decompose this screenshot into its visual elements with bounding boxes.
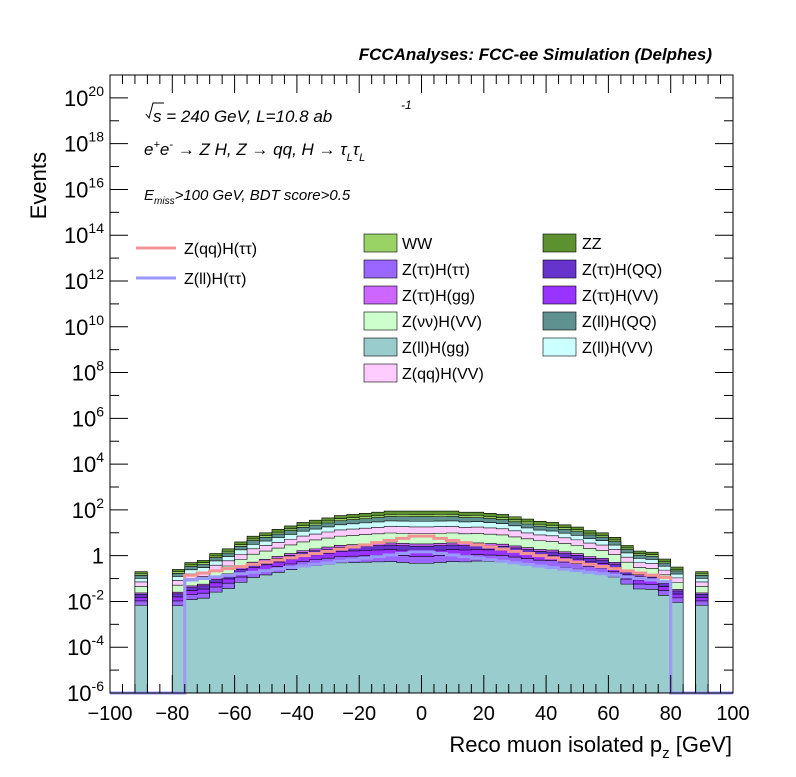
- legend-label: ZZ: [582, 236, 602, 253]
- chart-header: FCCAnalyses: FCC-ee Simulation (Delphes): [359, 45, 713, 64]
- legend-swatch: [363, 233, 398, 253]
- annotation-energy: s = 240 GeV, L=10.8 ab -1: [145, 98, 412, 126]
- x-axis-title: Reco muon isolated pz [GeV]: [449, 732, 732, 762]
- y-tick-label: 10-4: [67, 632, 104, 660]
- x-tick-label: −60: [218, 703, 252, 725]
- legend-label: Z(ll)H(ττ): [184, 271, 246, 288]
- legend-label: Z(ττ)H(ττ): [402, 262, 470, 279]
- x-tick-label: 20: [473, 703, 495, 725]
- y-axis-title: Events: [26, 152, 51, 219]
- legend-label: Z(ττ)H(QQ): [582, 262, 662, 279]
- y-tick-label: 1016: [64, 174, 104, 202]
- legend-swatch: [363, 363, 398, 383]
- stacked-histogram: [110, 510, 733, 694]
- x-tick-label: 60: [597, 703, 619, 725]
- legend-swatch: [542, 259, 577, 279]
- legend-label: Z(νν)H(VV): [402, 314, 482, 331]
- legend-label: WW: [402, 236, 433, 253]
- y-tick-label: 106: [72, 403, 104, 431]
- x-tick-label: 80: [660, 703, 682, 725]
- legend-label: Z(qq)H(ττ): [184, 241, 257, 258]
- x-tick-label: −40: [280, 703, 314, 725]
- y-tick-label: 1: [92, 544, 104, 569]
- annotation-cuts: Emiss>100 GeV, BDT score>0.5: [144, 187, 351, 207]
- y-tick-label: 10-6: [67, 678, 104, 706]
- legend-label: Z(ll)H(QQ): [582, 314, 657, 331]
- y-tick-label: 104: [72, 449, 104, 477]
- x-tick-labels: −100 −80 −60 −40 −20 0 20 40 60 80 100: [87, 703, 749, 725]
- line-Z(qq)H(ττ): [110, 534, 733, 695]
- line-Z(ll)H(ττ): [110, 550, 733, 695]
- y-tick-label: 102: [72, 495, 104, 523]
- x-tick-label: −100: [87, 703, 132, 725]
- y-tick-label: 10-2: [67, 586, 104, 614]
- legend-swatch: [542, 285, 577, 305]
- y-tick-label: 1018: [64, 129, 104, 157]
- legend-label: Z(qq)H(VV): [402, 366, 484, 383]
- y-tick-label: 1010: [64, 312, 104, 340]
- legend-swatch: [363, 285, 398, 305]
- svg-text:-1: -1: [401, 98, 412, 112]
- x-tick-label: 100: [716, 703, 749, 725]
- legend-label: Z(ττ)H(gg): [402, 288, 475, 305]
- legend-label: Z(ll)H(gg): [402, 340, 470, 357]
- x-tick-label: 0: [416, 703, 427, 725]
- legend-swatch: [542, 233, 577, 253]
- legend-swatch: [542, 311, 577, 331]
- axis-ticks: [109, 74, 734, 694]
- x-tick-label: −20: [342, 703, 376, 725]
- legend-swatch: [363, 311, 398, 331]
- legend-swatch: [542, 337, 577, 357]
- signal-lines: [110, 534, 733, 695]
- x-tick-label: −80: [155, 703, 189, 725]
- legend-swatch: [363, 337, 398, 357]
- legend-swatch: [363, 259, 398, 279]
- legend-label: Z(ττ)H(VV): [582, 288, 659, 305]
- y-tick-label: 1012: [64, 266, 104, 294]
- svg-text:s = 240 GeV, L=10.8 ab: s = 240 GeV, L=10.8 ab: [153, 107, 332, 126]
- annotation-process: e+e- → Z H, Z → qq, H → τLτL: [144, 139, 365, 164]
- legend-label: Z(ll)H(VV): [582, 340, 653, 357]
- stack-layer-Z(ll)H(gg): [110, 560, 733, 694]
- y-tick-label: 108: [72, 358, 104, 386]
- y-tick-labels: 10-6 10-4 10-2 1 102 104 106 108 1010 1012 1014 101…: [64, 83, 104, 706]
- y-tick-label: 1020: [64, 83, 104, 111]
- y-tick-label: 1014: [64, 220, 104, 248]
- x-tick-label: 40: [535, 703, 557, 725]
- legend: Z(qq)H(ττ) Z(ll)H(ττ) WW Z(ττ)H(ττ) Z(ττ)H(g…: [136, 233, 662, 383]
